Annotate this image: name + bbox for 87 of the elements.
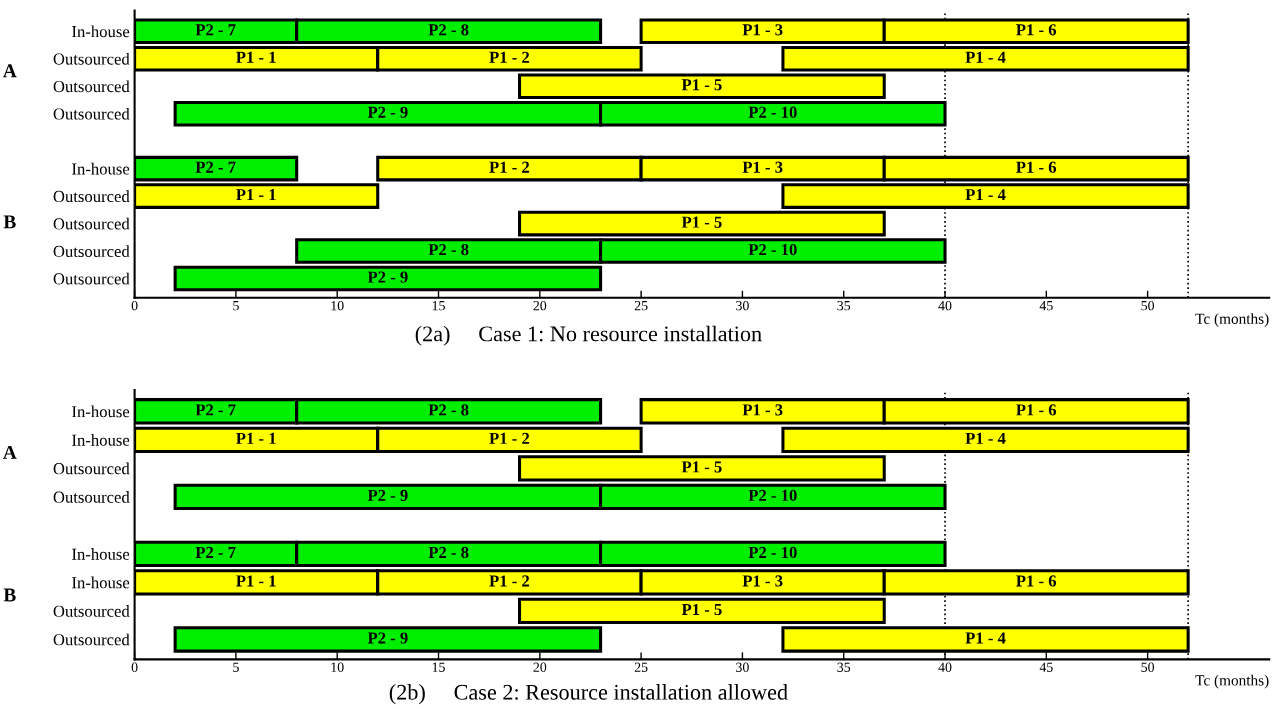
x-tick-label: 40 — [938, 662, 952, 672]
x-tick-label: 5 — [233, 662, 239, 672]
data-label: P1 - 4 — [965, 632, 1006, 644]
x-tick-label: 45 — [1039, 662, 1053, 672]
x-tick-label: 35 — [837, 662, 851, 672]
y-tick-label: Outsourced — [53, 272, 130, 285]
data-label: P1 - 5 — [681, 461, 722, 473]
data-label: P2 - 10 — [748, 106, 797, 118]
data-label: P1 - 4 — [965, 189, 1006, 201]
data-label: P1 - 6 — [1016, 404, 1057, 416]
text: (2a) Case 1: No resource installation — [415, 325, 762, 346]
data-label: P1 - 2 — [489, 432, 530, 444]
data-label: P1 - 3 — [742, 24, 783, 36]
data-label: P2 - 7 — [195, 24, 236, 36]
data-label: P2 - 10 — [748, 489, 797, 502]
data-label: P1 - 5 — [681, 603, 722, 616]
data-label: P1 - 3 — [742, 575, 783, 587]
data-label: P2 - 7 — [195, 161, 236, 173]
x-tick-label: 25 — [634, 301, 648, 311]
data-label: P1 - 4 — [965, 51, 1006, 63]
y-tick-label: Outsourced — [53, 190, 130, 203]
text: B — [3, 588, 16, 602]
data-label: P1 - 1 — [236, 432, 276, 444]
x-tick-label: 35 — [837, 301, 851, 311]
y-tick-label: In-house — [72, 162, 130, 175]
data-label: P1 - 6 — [1016, 24, 1057, 36]
data-label: P1 - 2 — [489, 575, 530, 587]
data-label: P2 - 9 — [367, 489, 408, 502]
x-axis-title: Tc (months) — [1195, 674, 1269, 689]
text: A — [2, 64, 17, 78]
data-label: P1 - 1 — [236, 575, 276, 587]
data-label: P1 - 2 — [489, 51, 530, 63]
data-label: P2 - 8 — [428, 404, 469, 416]
y-tick-label: Outsourced — [53, 217, 130, 230]
data-label: P1 - 1 — [236, 51, 276, 63]
data-label: P1 - 4 — [965, 432, 1006, 444]
x-tick-label: 25 — [634, 662, 648, 672]
y-tick-label: Outsourced — [53, 52, 130, 65]
data-label: P2 - 9 — [367, 271, 408, 283]
data-label: P1 - 6 — [1016, 161, 1057, 173]
y-tick-label: In-house — [72, 25, 130, 38]
x-tick-label: 50 — [1141, 662, 1155, 672]
data-label: P1 - 3 — [742, 161, 783, 173]
x-tick-label: 0 — [131, 300, 138, 311]
x-axis-title: Tc (months) — [1195, 313, 1269, 328]
data-label: P2 - 7 — [195, 404, 236, 416]
y-tick-label: Outsourced — [53, 633, 130, 646]
data-label: P2 - 7 — [195, 546, 236, 558]
x-tick-label: 15 — [432, 662, 445, 672]
y-tick-label: Outsourced — [53, 605, 130, 617]
text: B — [3, 215, 16, 229]
data-label: P1 - 2 — [489, 161, 530, 173]
data-label: P2 - 8 — [428, 24, 469, 36]
x-tick-label: 5 — [233, 301, 239, 311]
x-tick-label: 20 — [533, 662, 547, 672]
x-tick-label: 10 — [331, 662, 344, 672]
y-tick-label: Outsourced — [53, 491, 130, 503]
y-tick-label: In-house — [72, 405, 130, 418]
data-label: P1 - 5 — [681, 79, 722, 91]
data-label: P2 - 9 — [367, 632, 408, 644]
text: (2b) Case 2: Resource installation allowed — [389, 684, 788, 705]
x-tick-label: 40 — [938, 300, 952, 311]
y-tick-label: Outsourced — [53, 245, 130, 258]
y-tick-label: Outsourced — [53, 462, 130, 475]
data-label: P1 - 1 — [236, 189, 276, 201]
data-label: P1 - 6 — [1016, 575, 1057, 587]
x-tick-label: 10 — [331, 300, 344, 311]
x-tick-label: 0 — [131, 662, 138, 672]
data-label: P2 - 10 — [748, 546, 797, 559]
data-label: P2 - 8 — [428, 243, 469, 256]
y-tick-label: In-house — [72, 434, 130, 446]
y-tick-label: Outsourced — [53, 80, 130, 93]
data-label: P2 - 10 — [748, 243, 797, 256]
y-tick-label: Outsourced — [53, 107, 130, 120]
data-label: P2 - 8 — [428, 546, 469, 559]
x-tick-label: 50 — [1141, 300, 1155, 311]
x-tick-label: 45 — [1039, 301, 1053, 311]
x-tick-label: 15 — [432, 301, 445, 311]
y-tick-label: In-house — [72, 548, 130, 560]
x-tick-label: 30 — [736, 300, 749, 311]
x-tick-label: 30 — [736, 662, 749, 672]
data-label: P1 - 3 — [742, 404, 783, 416]
text: A — [2, 445, 17, 459]
data-label: P1 - 5 — [681, 216, 722, 228]
x-tick-label: 20 — [533, 300, 547, 311]
y-tick-label: In-house — [72, 576, 130, 589]
data-label: P2 - 9 — [367, 106, 408, 118]
